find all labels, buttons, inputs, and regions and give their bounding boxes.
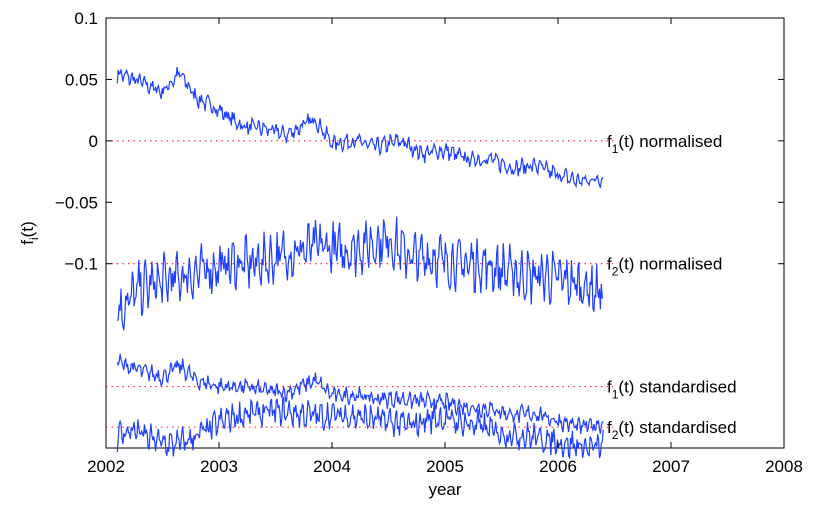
y-tick-label: 0.05 xyxy=(65,70,98,89)
series-labels: f1(t) normalised f2(t) normalised f1(t) st… xyxy=(607,132,737,442)
y-tick-label: 0.1 xyxy=(74,9,98,28)
y-tick-label: −0.1 xyxy=(64,255,98,274)
x-tick-label: 2006 xyxy=(539,457,577,476)
x-axis-label: year xyxy=(428,480,461,499)
y-tick-label: 0 xyxy=(89,132,98,151)
y-tick-label: −0.05 xyxy=(55,193,98,212)
series-line-4 xyxy=(116,396,604,460)
series-label-3: f1(t) standardised xyxy=(607,378,737,402)
baselines xyxy=(106,140,614,428)
y-axis-label: fi(t) xyxy=(18,221,41,244)
series-label-2: f2(t) normalised xyxy=(607,255,722,279)
x-axis: 2002 2003 2004 2005 2006 2007 2008 xyxy=(87,18,803,476)
series-line-1 xyxy=(116,67,604,189)
series-lines xyxy=(116,67,604,460)
series-label-1: f1(t) normalised xyxy=(607,132,722,156)
x-tick-label: 2005 xyxy=(426,457,464,476)
series-line-3 xyxy=(116,353,604,435)
x-tick-label: 2002 xyxy=(87,457,125,476)
series-label-4: f2(t) standardised xyxy=(607,418,737,442)
x-tick-label: 2008 xyxy=(765,457,803,476)
plot-area xyxy=(105,17,785,449)
x-tick-label: 2007 xyxy=(652,457,690,476)
series-line-2 xyxy=(116,216,604,331)
y-axis: 0.1 0.05 0 −0.05 −0.1 xyxy=(55,9,784,274)
x-tick-label: 2003 xyxy=(200,457,238,476)
x-tick-label: 2004 xyxy=(313,457,351,476)
